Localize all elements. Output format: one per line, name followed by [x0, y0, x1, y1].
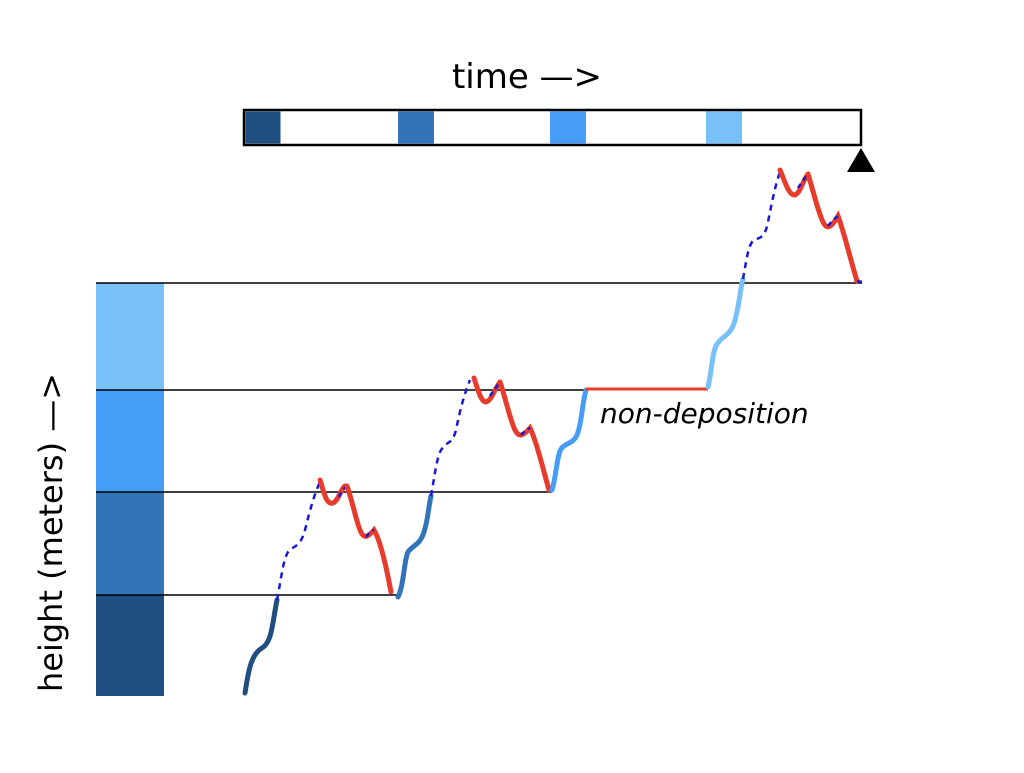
height-unit-2	[96, 492, 164, 595]
erosion-curve-2a	[471, 375, 503, 405]
hiatus-tail	[856, 279, 863, 284]
deposition-curve-4	[705, 276, 746, 390]
time-axis-label: time —>	[452, 57, 602, 97]
height-unit-3	[96, 390, 164, 492]
hiatus-dashed-3b	[796, 173, 810, 189]
time-bar-segment-3	[550, 111, 586, 144]
erosion-curve-1a	[317, 477, 348, 506]
erosion-curve-3a	[777, 167, 811, 198]
hiatus-dashed-3c	[827, 214, 839, 227]
hiatus-dashed-1c	[365, 528, 375, 538]
erosion-curve-2b	[497, 379, 552, 493]
triangle-up-icon	[847, 148, 875, 172]
height-column	[96, 283, 164, 696]
hiatus-dashed-2c	[520, 426, 531, 436]
height-unit-1	[96, 595, 164, 696]
time-bar-segment-4	[706, 111, 742, 144]
erosion-curve-1b	[344, 483, 394, 595]
hiatus-dashed-3	[741, 171, 782, 280]
height-axis-label: height (meters) —>	[32, 373, 70, 692]
deposition-curve-2	[395, 493, 434, 600]
hiatus-dashed-1	[275, 481, 322, 601]
hiatus-dashed-2	[429, 379, 472, 497]
erosion-curve-3b	[805, 171, 860, 284]
deposition-curve-1	[242, 597, 280, 696]
time-bar-segment-1	[245, 111, 281, 144]
deposition-curve-3	[549, 387, 589, 493]
non-deposition-label: non-deposition	[600, 397, 809, 430]
time-bar-segment-2	[398, 111, 434, 144]
hiatus-dashed-2b	[488, 381, 502, 397]
boundary-lines	[96, 282, 862, 596]
height-unit-4	[96, 283, 164, 390]
time-bar	[242, 108, 863, 147]
